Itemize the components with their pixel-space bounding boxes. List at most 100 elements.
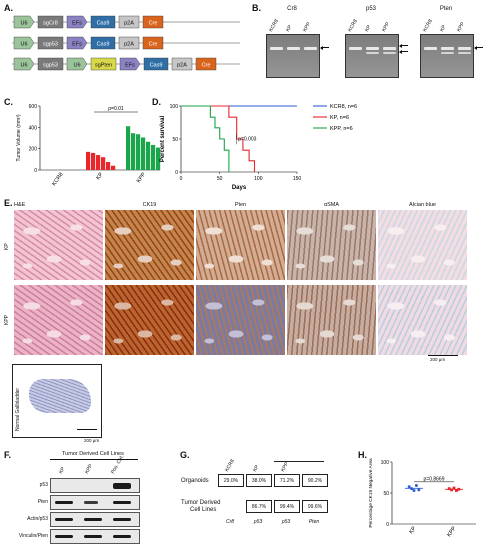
data-point (414, 484, 418, 488)
histology-image (14, 285, 103, 355)
gel-lane-label: KPP (381, 21, 392, 33)
data-point (407, 485, 411, 489)
data-point (447, 487, 451, 491)
tissue-row-label: KPP (4, 314, 10, 325)
blot-band (55, 517, 73, 522)
blot-strip (50, 478, 140, 493)
gel-lane-label: KCR8 (347, 18, 359, 33)
bar (136, 134, 141, 170)
gel-lane-label: KPP (302, 21, 313, 33)
bar (101, 157, 106, 170)
bar (106, 162, 111, 170)
construct-element-label: Cre (202, 63, 211, 69)
construct-element-label: U6 (20, 21, 27, 27)
construct-element-label: EFs (72, 21, 82, 27)
gel-image (420, 34, 474, 78)
p-value-label: p=0.8669 (424, 477, 445, 483)
construct-element-label: EFs (125, 63, 135, 69)
band-arrowhead (399, 49, 402, 54)
blot-header-line (50, 459, 138, 460)
promoter-arrow (13, 57, 35, 71)
blot-label: p53 (39, 482, 48, 488)
gel-title: Cr8 (287, 6, 297, 12)
construct-element (90, 15, 116, 29)
blot-band (113, 500, 131, 505)
x-tick-label: KP (409, 525, 418, 535)
gel-band (366, 47, 379, 50)
p-value-label: p=0.01 (108, 106, 124, 112)
blot-label: Vinculin/Pten (18, 533, 48, 539)
construct-element (143, 57, 169, 71)
bar (156, 147, 161, 170)
ck19-negative-chart: 0 50 100 Percentage CK19 Negative Area KP KPP… (368, 458, 476, 538)
bar (96, 155, 101, 170)
gel-lane-label: KP (364, 24, 373, 33)
construct-element (142, 15, 164, 29)
gel-band (349, 47, 362, 50)
construct-element (118, 15, 140, 29)
construct-element-label: sgPten (95, 63, 112, 69)
bar (86, 151, 91, 170)
band-arrow (321, 47, 329, 48)
legend-entry: KPP, n=6 (330, 126, 353, 132)
construct-element-label: p2A (177, 63, 187, 69)
blot-lane-label: Pos. Ctrl. (110, 454, 126, 475)
organoid-value-cell: 71.2% (274, 474, 300, 487)
construct-element-label: p2A (124, 42, 134, 48)
y-tick-label: 50 (383, 491, 389, 497)
histology-image (287, 285, 376, 355)
kpp-bracket (274, 461, 324, 462)
blot-band (113, 517, 131, 522)
p-value-label: p=0.003 (238, 136, 256, 142)
stain-column-header: CK19 (142, 202, 157, 208)
construct-element-label: U6 (20, 63, 27, 69)
cell-line-value-cell: 99.4% (274, 500, 300, 513)
construct-element-label: sgp53 (43, 63, 58, 69)
gel-image (345, 34, 399, 78)
blot-band (55, 534, 73, 539)
survival-line (181, 105, 256, 172)
blot-strip (50, 529, 140, 544)
y-axis-label: Tumor Volume (mm³) (16, 114, 22, 161)
construct-element-label: U6 (20, 42, 27, 48)
table-row-label: Tumor Derived (181, 500, 221, 506)
blot-band (113, 534, 131, 539)
panel-a-label: A. (4, 3, 13, 13)
construct-element-label: p2A (124, 21, 134, 27)
stain-column-header: Alcian blue (409, 202, 436, 208)
y-tick-label: 400 (29, 125, 38, 131)
band-arrowhead (320, 45, 323, 50)
promoter-arrow (13, 15, 35, 29)
gel-lane-label: KCR8 (268, 18, 280, 33)
y-tick-label: 200 (29, 147, 38, 153)
gel-band (366, 52, 379, 54)
construct-element (37, 36, 64, 50)
organoid-value-cell: 90.2% (302, 474, 328, 487)
survival-line (181, 105, 230, 172)
inset-label: Normal Gallbladder (15, 387, 21, 431)
promoter-arrow (119, 57, 141, 71)
histology-image (196, 210, 285, 280)
table-row-label: Organoids (181, 478, 209, 484)
x-tick-label: KPP (446, 525, 457, 538)
promoter-arrow (66, 15, 88, 29)
x-tick-label: 100 (254, 176, 263, 182)
gel-lane-label: KP (285, 24, 294, 33)
blot-band (84, 534, 102, 539)
band-arrow (400, 45, 408, 46)
bar (151, 144, 156, 170)
gel-band (383, 52, 396, 54)
gel-band (441, 47, 454, 50)
blot-band (84, 517, 102, 522)
tissue-row-label: KP (4, 243, 10, 250)
scale-bar (77, 429, 97, 430)
blot-band (113, 482, 131, 489)
gel-title: Pten (439, 6, 453, 12)
construct-element (37, 15, 64, 29)
x-tick-label: 0 (180, 176, 183, 182)
table-column-header: KP (252, 464, 261, 473)
gel-band (287, 47, 300, 50)
blot-band (84, 500, 98, 505)
construct-element-label: sgCr8 (43, 21, 58, 27)
blot-strip (50, 512, 140, 527)
